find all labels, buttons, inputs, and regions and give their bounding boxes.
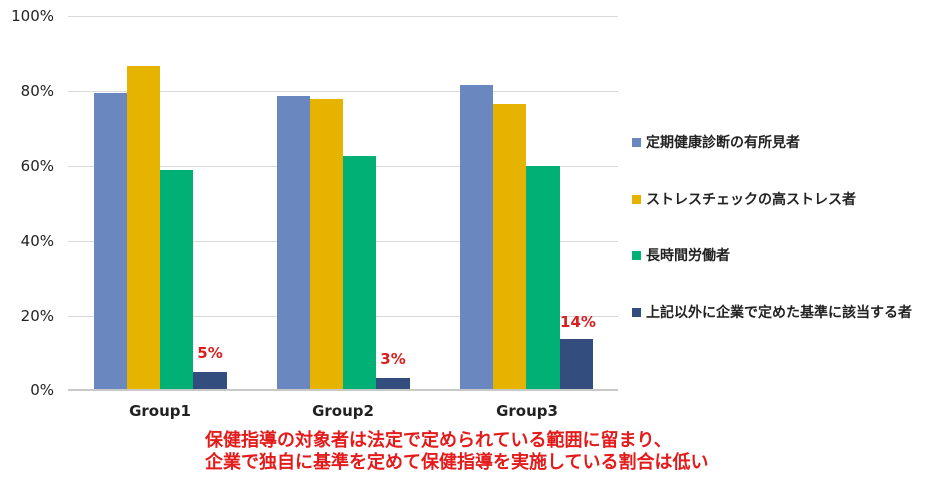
bar-group2-series1	[277, 96, 310, 390]
y-tick-40: 40%	[20, 232, 54, 250]
data-label-group1: 5%	[197, 344, 223, 362]
bar-group3-series1	[460, 85, 493, 390]
conclusion-line-2: 企業で独自に基準を定めて保健指導を実施している割合は低い	[205, 452, 709, 473]
data-label-group3: 14%	[560, 313, 596, 331]
legend-label-1: 定期健康診断の有所見者	[646, 135, 800, 151]
y-tick-100: 100%	[11, 7, 54, 25]
data-label-group2: 3%	[380, 350, 406, 368]
conclusion-line-1: 保健指導の対象者は法定で定められている範囲に留まり、	[205, 430, 672, 451]
bar-group2-series4	[376, 378, 410, 390]
bar-group1-series2	[127, 66, 160, 390]
bar-group2-series2	[310, 99, 343, 390]
bar-group3-series3	[526, 166, 560, 390]
legend-label-2: ストレスチェックの高ストレス者	[646, 192, 856, 208]
legend-swatch-4	[632, 307, 641, 317]
bar-group2-series3	[343, 156, 376, 390]
conclusion-note: 保健指導の対象者は法定で定められている範囲に留まり、 企業で独自に基準を定めて保…	[205, 430, 765, 474]
legend-swatch-1	[632, 137, 641, 147]
legend-item-3: 長時間労働者	[632, 245, 730, 265]
gridline-80	[68, 91, 618, 92]
x-tick-group3: Group3	[496, 402, 558, 420]
x-tick-group1: Group1	[129, 402, 191, 420]
y-tick-0: 0%	[30, 381, 54, 399]
x-tick-group2: Group2	[312, 402, 374, 420]
legend-label-3: 長時間労働者	[646, 248, 730, 264]
gridline-100	[68, 16, 618, 17]
bar-group3-series2	[493, 104, 526, 390]
bar-group3-series4	[560, 339, 593, 390]
bar-group1-series3	[160, 170, 193, 390]
bar-group1-series1	[94, 93, 127, 390]
x-axis-line	[68, 389, 618, 391]
y-tick-80: 80%	[20, 82, 54, 100]
legend-item-2: ストレスチェックの高ストレス者	[632, 189, 856, 209]
y-tick-20: 20%	[20, 307, 54, 325]
y-tick-60: 60%	[20, 157, 54, 175]
legend-label-4: 上記以外に企業で定めた基準に該当する者	[646, 305, 912, 321]
legend-swatch-2	[632, 194, 641, 204]
legend-swatch-3	[632, 250, 641, 260]
legend-item-1: 定期健康診断の有所見者	[632, 132, 800, 152]
bar-group1-series4	[193, 372, 227, 390]
legend-item-4: 上記以外に企業で定めた基準に該当する者	[632, 302, 912, 322]
